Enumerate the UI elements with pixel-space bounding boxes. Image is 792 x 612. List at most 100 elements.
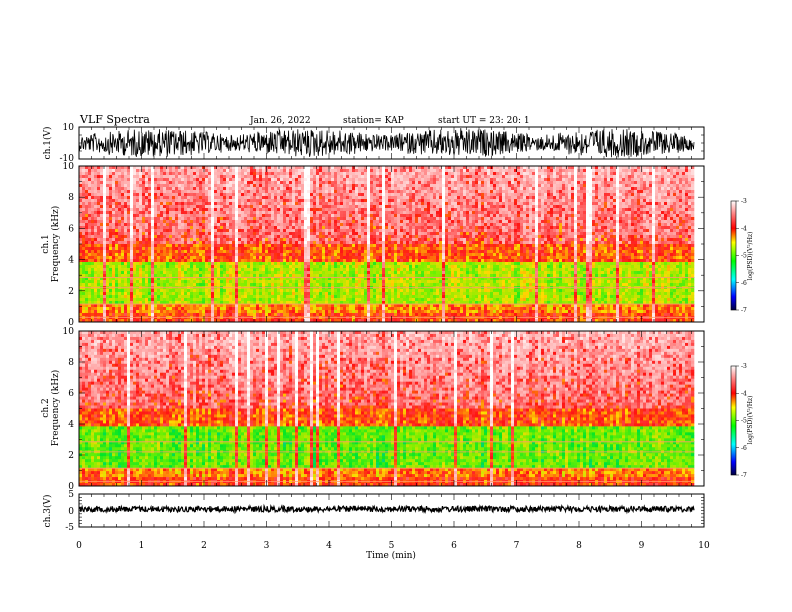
spectrogram-cell — [649, 226, 653, 230]
spectrogram-cell — [628, 205, 632, 209]
spectrogram-cell — [373, 172, 377, 176]
spectrogram-cell — [115, 190, 119, 194]
spectrogram-cell — [118, 181, 122, 185]
spectrogram-cell — [631, 175, 635, 179]
spectrogram-cell — [217, 190, 221, 194]
spectrogram-cell — [658, 217, 662, 221]
spectrogram-cell — [271, 181, 275, 185]
spectrogram-cell — [589, 190, 593, 194]
spectrogram-cell — [262, 169, 266, 173]
spectrogram-cell — [322, 181, 326, 185]
spectrogram-cell — [382, 178, 386, 182]
spectrogram-cell — [634, 175, 638, 179]
spectrogram-cell — [253, 175, 257, 179]
spectrogram-cell — [484, 208, 488, 212]
spectrogram-cell — [130, 214, 134, 218]
spectrogram-cell — [589, 226, 593, 230]
spectrogram-cell — [100, 226, 104, 230]
spectrogram-cell — [556, 184, 560, 188]
spectrogram-cell — [628, 202, 632, 206]
spectrogram-cell — [589, 223, 593, 227]
spectrogram-cell — [505, 166, 509, 170]
spectrogram-cell — [445, 223, 449, 227]
spectrogram-cell — [268, 187, 272, 191]
spectrogram-cell — [142, 193, 146, 197]
spectrogram-cell — [526, 181, 530, 185]
spectrogram-cell — [580, 175, 584, 179]
spectrogram-cell — [319, 178, 323, 182]
spectrogram-cell — [148, 235, 152, 239]
spectrogram-cell — [583, 217, 587, 221]
spectrogram-cell — [115, 232, 119, 236]
spectrogram-cell — [265, 178, 269, 182]
spectrogram-cell — [319, 184, 323, 188]
spectrogram-cell — [640, 208, 644, 212]
spectrogram-cell — [511, 172, 515, 176]
spectrogram-cell — [346, 223, 350, 227]
spectrogram-cell — [133, 169, 137, 173]
spectrogram-cell — [628, 178, 632, 182]
spectrogram-cell — [451, 181, 455, 185]
spectrogram-cell — [160, 193, 164, 197]
spectrogram-cell — [244, 235, 248, 239]
spectrogram-cell — [646, 214, 650, 218]
spectrogram-cell — [412, 178, 416, 182]
spectrogram-cell — [529, 193, 533, 197]
spectrogram-cell — [436, 193, 440, 197]
spectrogram-cell — [568, 166, 572, 170]
spectrogram-cell — [400, 169, 404, 173]
spectrogram-cell — [337, 178, 341, 182]
spectrogram-cell — [313, 196, 317, 200]
spectrogram-cell — [127, 169, 131, 173]
spectrogram-cell — [577, 196, 581, 200]
spectrogram-cell — [166, 211, 170, 215]
spectrogram-cell — [553, 184, 557, 188]
spectrogram-cell — [169, 199, 173, 203]
spectrogram-cell — [367, 199, 371, 203]
spectrogram-cell — [646, 223, 650, 227]
spectrogram-cell — [301, 196, 305, 200]
spectrogram-cell — [550, 190, 554, 194]
spectrogram-cell — [550, 172, 554, 176]
spectrogram-cell — [280, 208, 284, 212]
spectrogram-cell — [364, 217, 368, 221]
spectrogram-cell — [643, 190, 647, 194]
spectrogram-cell — [397, 220, 401, 224]
spectrogram-cell — [658, 172, 662, 176]
spectrogram-cell — [433, 235, 437, 239]
spectrogram-cell — [670, 226, 674, 230]
spectrogram-cell — [475, 220, 479, 224]
spectrogram-cell — [124, 235, 128, 239]
spectrogram-cell — [175, 208, 179, 212]
spectrogram-cell — [463, 196, 467, 200]
spectrogram-cell — [487, 178, 491, 182]
spectrogram-cell — [376, 205, 380, 209]
spectrogram-cell — [670, 175, 674, 179]
spectrogram-cell — [310, 196, 314, 200]
spectrogram-cell — [319, 211, 323, 215]
spectrogram-cell — [586, 229, 590, 233]
spectrogram-cell — [163, 232, 167, 236]
spectrogram-cell — [352, 193, 356, 197]
spectrogram-cell — [322, 202, 326, 206]
spectrogram-cell — [523, 217, 527, 221]
spectrogram-cell — [481, 226, 485, 230]
spectrogram-cell — [349, 211, 353, 215]
spectrogram-cell — [88, 208, 92, 212]
spectrogram-cell — [547, 193, 551, 197]
spectrogram-cell — [163, 208, 167, 212]
spectrogram-cell — [634, 187, 638, 191]
spectrogram-cell — [421, 199, 425, 203]
spectrogram-cell — [361, 232, 365, 236]
spectrogram-cell — [487, 190, 491, 194]
spectrogram-cell — [532, 166, 536, 170]
spectrogram-cell — [481, 229, 485, 233]
spectrogram-cell — [355, 193, 359, 197]
spectrogram-cell — [469, 184, 473, 188]
spectrogram-cell — [520, 199, 524, 203]
spectrogram-cell — [157, 232, 161, 236]
spectrogram-cell — [460, 214, 464, 218]
spectrogram-cell — [691, 232, 695, 236]
spectrogram-cell — [652, 178, 656, 182]
spectrogram-cell — [550, 175, 554, 179]
